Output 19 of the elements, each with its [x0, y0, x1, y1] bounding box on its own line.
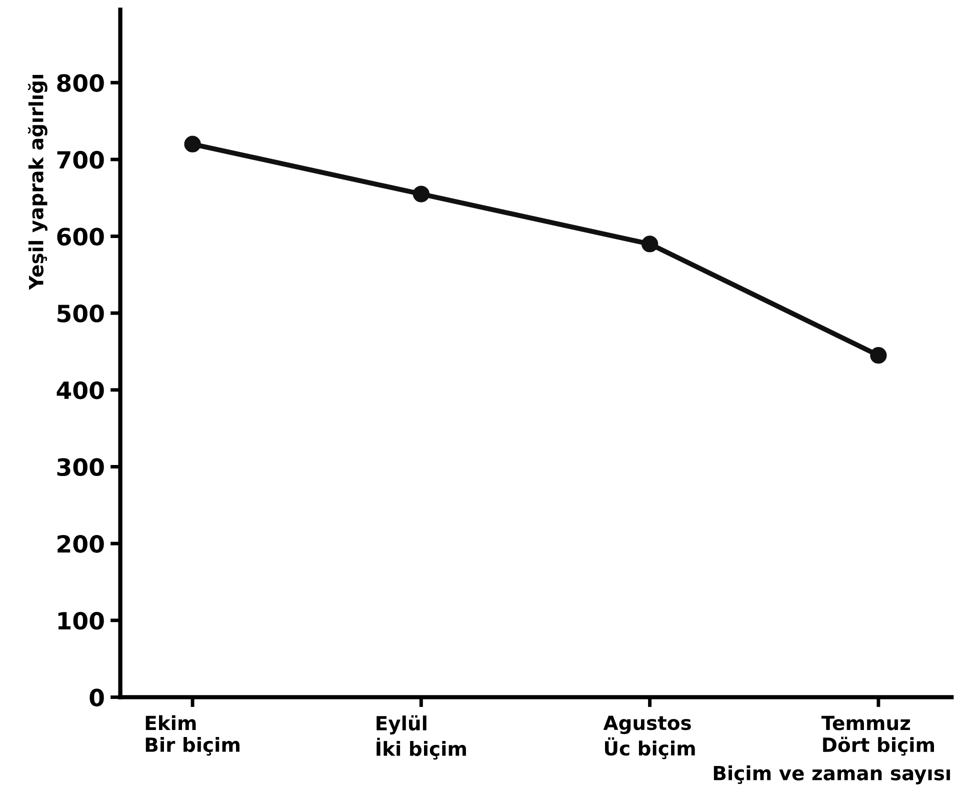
y-tick-label: 400 — [56, 381, 104, 400]
y-tick-label: 800 — [57, 74, 104, 92]
x-axis-title: Biçim ve zaman sayısı — [714, 765, 950, 784]
y-axis-title: Yeşil yaprak ağırlığı — [28, 74, 48, 290]
x-tick-label: Eylül İki biçim — [376, 715, 466, 760]
point — [184, 136, 201, 152]
x-tick-label: Agustos Üc biçim — [603, 716, 695, 760]
point — [641, 236, 658, 252]
y-tick-label: 300 — [57, 458, 104, 476]
x-tick-label: Temmuz Dört biçim — [821, 716, 934, 756]
y-tick-label: 600 — [57, 228, 104, 246]
point — [870, 347, 887, 364]
x-tick-label: Ekim Bir biçim — [146, 715, 240, 756]
y-tick-label: 200 — [58, 535, 104, 553]
y-tick-label: 0 — [90, 688, 104, 706]
y-tick-label: 100 — [58, 612, 104, 630]
y-tick-label: 700 — [57, 150, 104, 169]
point — [412, 186, 430, 202]
y-tick-label: 500 — [58, 304, 104, 322]
